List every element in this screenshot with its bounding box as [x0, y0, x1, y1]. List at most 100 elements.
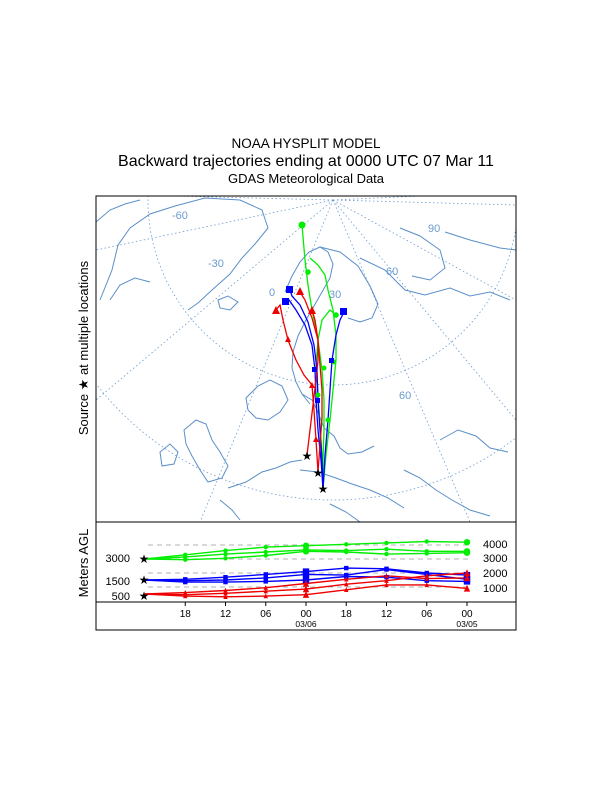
x-tick-label: 00	[461, 609, 473, 620]
point-green-3-h36	[384, 551, 389, 557]
point-blue-2-h18	[263, 575, 268, 581]
point-blue-1-h30	[344, 565, 349, 571]
map-marker-red	[272, 306, 280, 314]
point-green-1-h36	[384, 540, 389, 546]
point-blue-1-h12	[223, 575, 228, 580]
point-blue-3-h18	[263, 579, 268, 584]
graticule-label: -30	[208, 258, 224, 270]
point-green-1-h30	[344, 542, 349, 547]
map-marker-blue	[282, 298, 289, 305]
profile-panel: ★ ★ ★ 3000 1500 500 4000 3000 2000 1000	[95, 521, 517, 603]
point-red-1-h30	[344, 576, 349, 582]
x-tick-label: 12	[381, 609, 393, 620]
right-label-3000: 3000	[483, 553, 507, 565]
point-red-1-h24	[302, 579, 310, 587]
date-label-0306: 03/06	[295, 619, 317, 629]
point-green-1-h12	[223, 548, 228, 553]
point-red-3-h48	[463, 584, 471, 592]
map-marker-blue	[286, 286, 293, 293]
graticule-label: 0	[269, 287, 275, 299]
right-label-1000: 1000	[483, 583, 507, 595]
point-red-2-h42	[424, 573, 429, 578]
point-green-2-h18	[263, 549, 268, 555]
source-star: ★	[302, 449, 313, 463]
title-block: NOAA HYSPLIT MODEL Backward trajectories…	[0, 136, 612, 187]
right-label-2000: 2000	[483, 568, 507, 580]
map-trajectory-red-1	[275, 303, 319, 473]
x-tick-label: 06	[421, 609, 433, 620]
point-red-3-h12	[223, 594, 228, 599]
right-height-labels: 4000 3000 2000 1000	[483, 539, 507, 595]
point-red-1-h36	[384, 573, 389, 578]
point-green-2-h12	[223, 551, 228, 557]
point-green-1-h18	[263, 544, 268, 550]
x-tick-label: 06	[260, 609, 272, 620]
map-marker-red	[296, 287, 304, 295]
time-axis: 18 12 06 00 18 12 06 00 03/06 03/05	[95, 601, 517, 631]
coastlines	[96, 197, 516, 522]
start-star-500: ★	[139, 589, 150, 603]
graticule-label: 60	[386, 266, 398, 278]
map-marker-green	[315, 392, 321, 398]
map-trajectories	[275, 224, 345, 490]
map-marker-green	[298, 221, 306, 229]
point-green-3-h48	[463, 549, 471, 556]
point-red-2-h48	[463, 569, 471, 577]
model-name: NOAA HYSPLIT MODEL	[231, 136, 381, 151]
map-markers	[272, 221, 347, 442]
map-marker-green	[321, 365, 327, 371]
map-trajectory-blue-2	[322, 311, 345, 490]
source-stars: ★ ★ ★	[302, 449, 329, 496]
point-green-1-h42	[424, 539, 429, 544]
point-blue-1-h18	[263, 572, 268, 577]
chart-title: Backward trajectories ending at 0000 UTC…	[118, 153, 494, 170]
map-marker-green	[305, 269, 311, 275]
point-red-1-h18	[263, 585, 268, 590]
x-tick-label: 00	[300, 609, 312, 620]
map-marker-blue	[329, 358, 334, 363]
map-marker-blue	[340, 308, 347, 315]
graticule-labels: -60 -30 0 30 60 90 60	[172, 210, 440, 402]
graticule	[96, 196, 516, 522]
graticule-label: 60	[399, 390, 411, 402]
profile-ylabel: Meters AGL	[76, 529, 91, 598]
left-label-500: 500	[112, 591, 130, 603]
point-green-3-h42	[424, 551, 429, 556]
left-label-1500: 1500	[106, 576, 130, 588]
profile-markers	[183, 539, 471, 599]
map-marker-green	[333, 312, 339, 318]
point-red-3-h36	[384, 582, 389, 588]
point-red-2-h18	[263, 588, 268, 594]
date-labels: 03/06 03/05	[295, 619, 478, 629]
source-star: ★	[313, 466, 324, 480]
point-red-3-h24	[302, 591, 310, 598]
point-green-3-h18	[263, 553, 268, 558]
point-green-3-h6	[183, 557, 188, 562]
map-marker-blue	[315, 398, 320, 403]
point-green-3-h30	[344, 549, 349, 555]
map-marker-red	[285, 336, 291, 342]
map-marker-red	[309, 382, 315, 388]
point-red-2-h12	[223, 590, 228, 596]
point-blue-3-h6	[183, 579, 188, 585]
start-star-3000: ★	[139, 552, 150, 566]
left-height-labels: 3000 1500 500	[106, 553, 130, 603]
source-side-label: Source ★ at multiple locations	[76, 260, 91, 435]
x-ticks: 18 12 06 00 18 12 06 00	[180, 602, 473, 620]
graticule-label: -60	[172, 210, 188, 222]
point-blue-3-h30	[344, 574, 349, 579]
map-trajectory-blue-3	[289, 289, 324, 490]
point-red-2-h24	[302, 585, 310, 593]
point-red-2-h30	[344, 581, 349, 587]
map-frame	[95, 195, 517, 523]
point-red-3-h30	[344, 587, 349, 592]
chart-subtitle: GDAS Meteorological Data	[227, 171, 385, 186]
map-marker-blue	[312, 367, 317, 372]
map-panel: -60 -30 0 30 60 90 60	[95, 195, 517, 523]
graticule-label: 90	[428, 223, 440, 235]
point-red-3-h18	[263, 593, 268, 599]
point-green-3-h24	[302, 548, 310, 555]
map-marker-red	[313, 436, 319, 442]
left-label-3000: 3000	[106, 553, 130, 565]
